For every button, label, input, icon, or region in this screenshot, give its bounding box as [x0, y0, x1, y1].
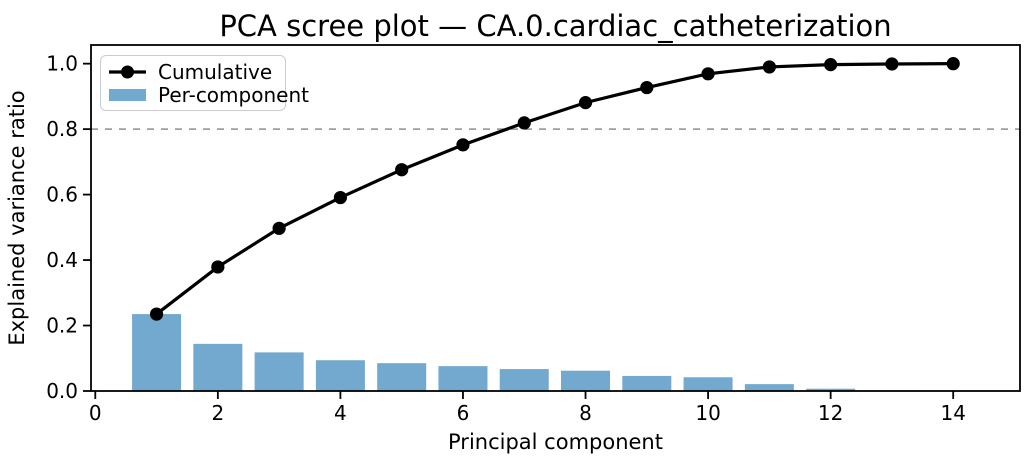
- y-tick-label-0.2: 0.2: [46, 314, 78, 338]
- cumulative-marker-2: [211, 260, 225, 274]
- x-tick-label-10: 10: [695, 401, 720, 425]
- legend: Cumulative Per-component: [100, 55, 309, 111]
- cumulative-marker-13: [885, 57, 899, 71]
- legend-entry-per-component: Per-component: [109, 84, 309, 106]
- cumulative-marker-14: [946, 57, 960, 71]
- legend-label-cumulative: Cumulative: [158, 59, 273, 84]
- cumulative-marker-6: [456, 138, 470, 152]
- y-tick-label-0.4: 0.4: [46, 248, 78, 272]
- cumulative-marker-5: [395, 163, 409, 177]
- bar-component-10: [683, 377, 733, 391]
- x-tick-label-2: 2: [211, 401, 224, 425]
- cumulative-marker-12: [824, 58, 838, 72]
- chart-title: PCA scree plot — CA.0.cardiac_catheteriz…: [219, 9, 892, 43]
- x-tick-label-14: 14: [940, 401, 965, 425]
- bar-component-9: [622, 375, 672, 391]
- per-component-bar-swatch-icon: [109, 88, 146, 101]
- bar-component-5: [377, 363, 427, 391]
- x-axis-label: Principal component: [448, 430, 663, 454]
- bar-component-8: [561, 370, 611, 391]
- legend-label-per-component: Per-component: [158, 82, 309, 107]
- x-tick-label-0: 0: [89, 401, 102, 425]
- bar-component-11: [744, 384, 794, 391]
- cumulative-line-marker-icon: [109, 65, 146, 78]
- y-tick-label-0.8: 0.8: [46, 117, 78, 141]
- cumulative-marker-11: [762, 60, 776, 74]
- bar-component-1: [132, 314, 182, 391]
- x-tick-label-4: 4: [334, 401, 347, 425]
- cumulative-marker-1: [149, 307, 164, 321]
- x-tick-label-8: 8: [579, 401, 592, 425]
- y-axis-label: Explained variance ratio: [5, 90, 29, 346]
- bar-component-4: [315, 360, 365, 391]
- bar-component-6: [438, 366, 488, 391]
- x-tick-label-6: 6: [457, 401, 470, 425]
- cumulative-marker-3: [272, 221, 286, 235]
- x-tick-label-12: 12: [818, 401, 843, 425]
- cumulative-marker-7: [517, 116, 531, 130]
- cumulative-marker-4: [333, 190, 348, 205]
- bar-component-7: [499, 369, 549, 391]
- legend-entry-cumulative: Cumulative: [109, 61, 277, 83]
- cumulative-marker-10: [701, 67, 715, 81]
- bar-component-12: [806, 388, 856, 391]
- cumulative-line: [155, 62, 954, 316]
- y-tick-label-0.6: 0.6: [46, 183, 78, 207]
- bar-component-2: [193, 343, 243, 391]
- y-tick-label-0.0: 0.0: [46, 379, 78, 403]
- plot-border: [90, 44, 1021, 392]
- cumulative-marker-9: [640, 80, 654, 95]
- y-tick-label-1.0: 1.0: [46, 52, 78, 76]
- cumulative-marker-8: [578, 96, 593, 110]
- bar-component-3: [254, 352, 304, 391]
